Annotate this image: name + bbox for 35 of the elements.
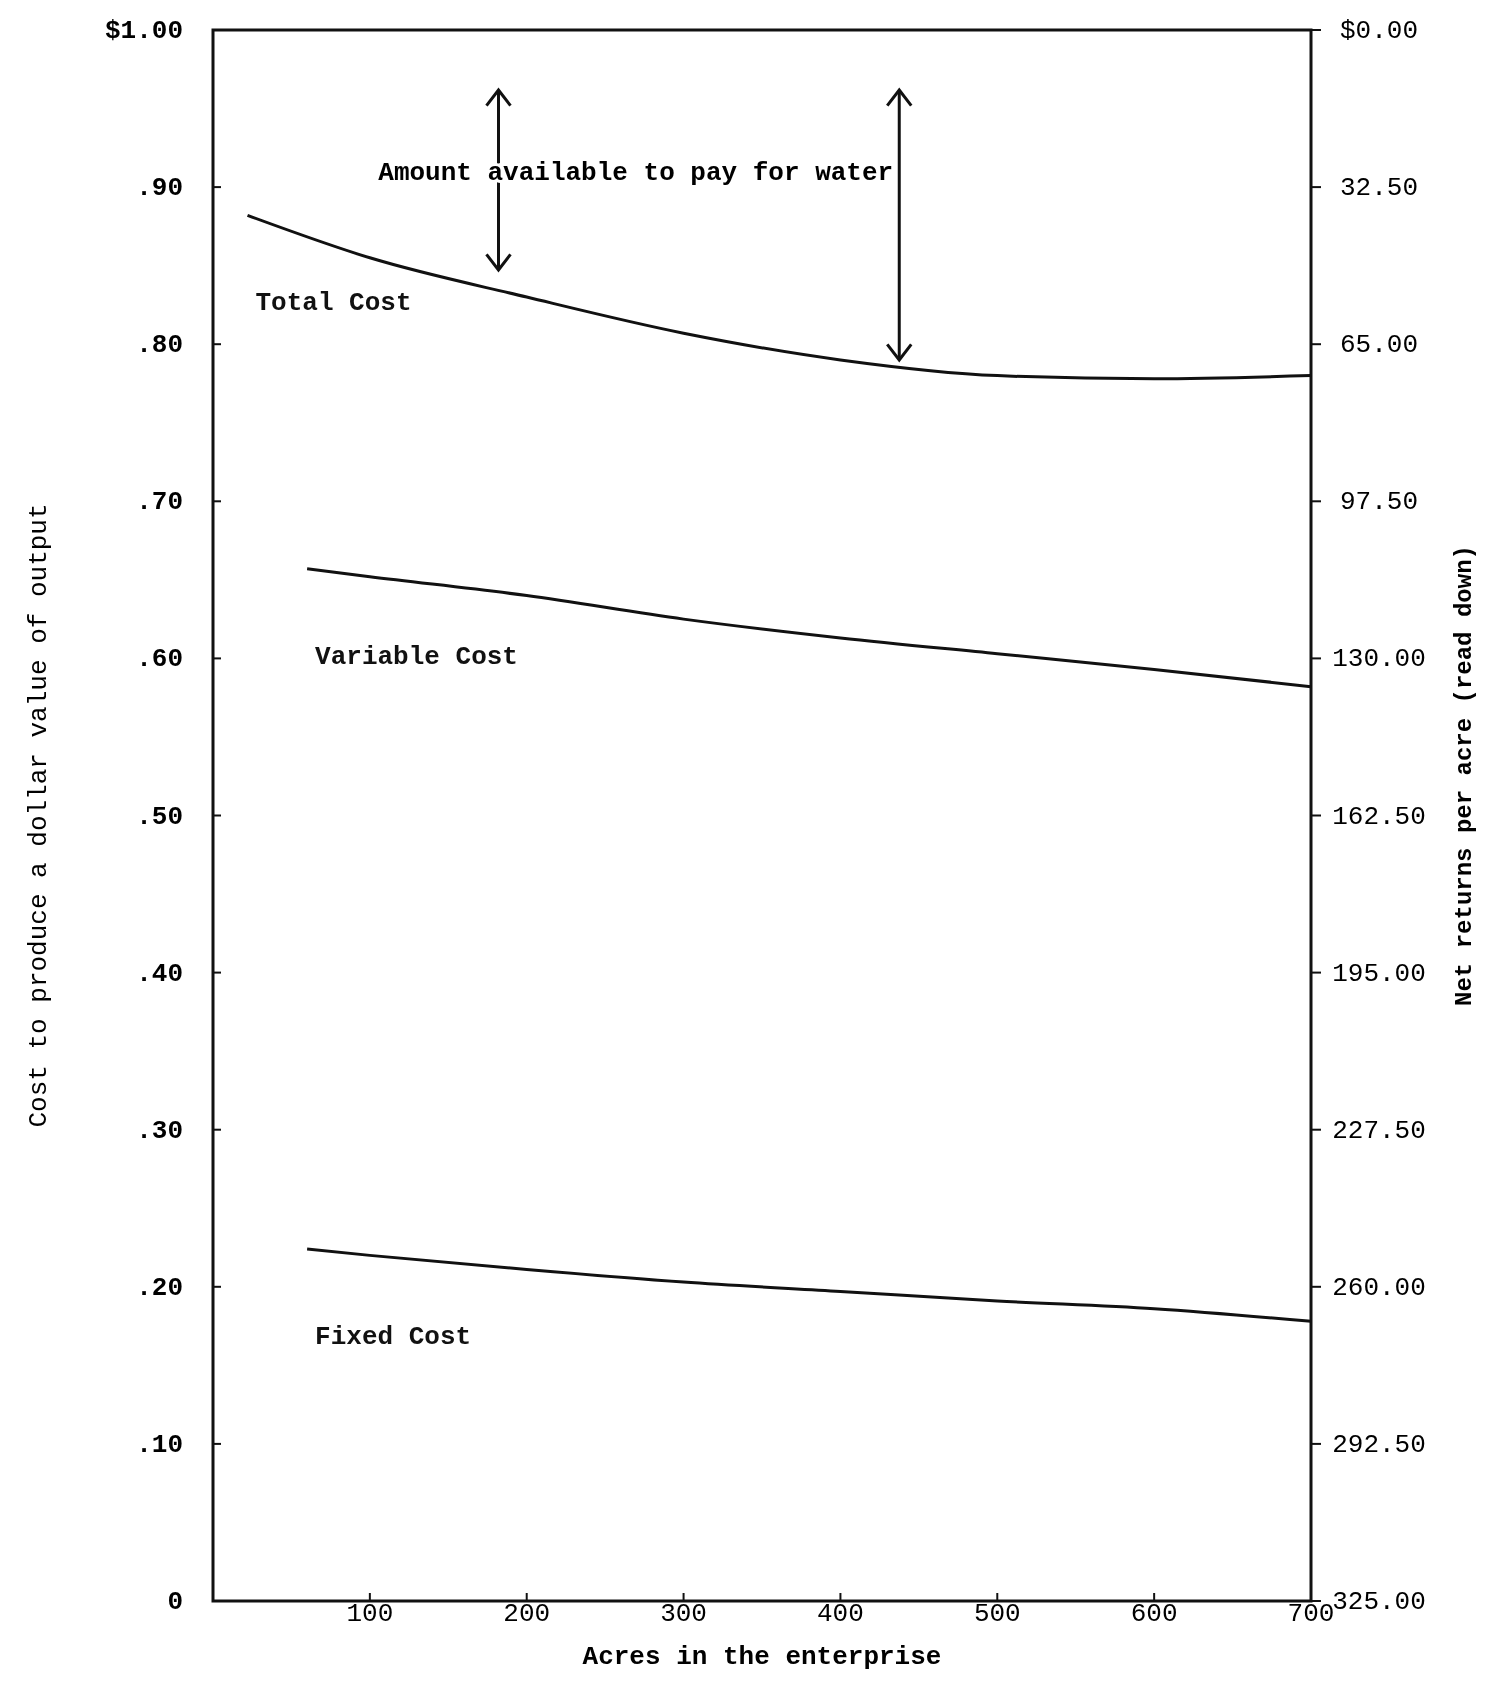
y-tick-label: .50 bbox=[136, 801, 183, 832]
y2-tick-label: 97.50 bbox=[1339, 487, 1419, 518]
x-tick-label: 300 bbox=[660, 1599, 707, 1629]
y2-tick-label: 162.50 bbox=[1332, 801, 1426, 832]
y-tick-label: .40 bbox=[136, 958, 183, 989]
y2-tick-label: 325.00 bbox=[1332, 1587, 1426, 1617]
y2-tick-label: 130.00 bbox=[1332, 644, 1426, 675]
y2-tick-label: 292.50 bbox=[1332, 1429, 1426, 1460]
x-axis-title: Acres in the enterprise bbox=[582, 1642, 942, 1672]
x-tick-label: 200 bbox=[503, 1599, 551, 1629]
x-tick-label: 100 bbox=[346, 1599, 394, 1629]
y-tick-label: .30 bbox=[136, 1115, 183, 1146]
y2-axis-title: Net returns per acre (read down) bbox=[1451, 545, 1478, 1006]
x-tick-label: 500 bbox=[973, 1599, 1021, 1629]
x-tick-label: 700 bbox=[1287, 1599, 1335, 1629]
y-tick-label: $1.00 bbox=[104, 16, 183, 46]
text: Fixed Cost bbox=[315, 1322, 472, 1353]
series-label: Total Cost bbox=[255, 288, 412, 319]
y-tick-label: .10 bbox=[136, 1429, 183, 1460]
y2-tick-label: 32.50 bbox=[1339, 173, 1419, 204]
y2-tick-label: 227.50 bbox=[1332, 1115, 1426, 1146]
x-tick-label: 600 bbox=[1130, 1599, 1178, 1629]
y2-tick-label: 195.00 bbox=[1332, 958, 1426, 989]
y-axis-title: Cost to produce a dollar value of output bbox=[24, 503, 54, 1128]
y-tick-label: .80 bbox=[136, 330, 183, 361]
y-tick-label: .20 bbox=[136, 1272, 183, 1303]
x-tick-label: 400 bbox=[817, 1599, 864, 1629]
y-tick-label: .90 bbox=[136, 173, 183, 204]
y-tick-label: .60 bbox=[136, 644, 183, 675]
series-label: Variable Cost bbox=[315, 641, 518, 672]
y-tick-label: .70 bbox=[136, 487, 183, 518]
y2-tick-label: 260.00 bbox=[1332, 1272, 1426, 1303]
y-tick-label: 0 bbox=[167, 1587, 183, 1617]
y2-tick-label: 65.00 bbox=[1339, 330, 1419, 361]
y2-tick-label: $0.00 bbox=[1339, 16, 1419, 46]
